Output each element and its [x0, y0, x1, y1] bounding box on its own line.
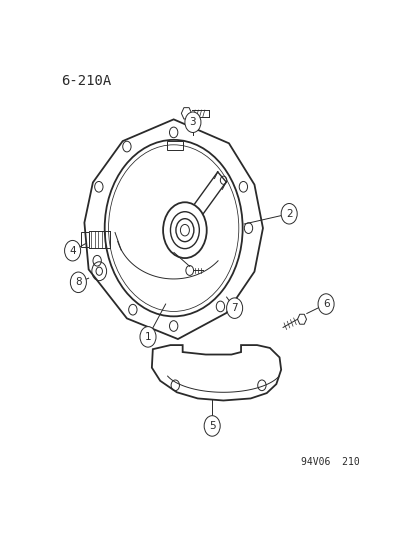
Text: 6: 6 — [322, 299, 329, 309]
Circle shape — [280, 204, 297, 224]
Text: 5: 5 — [208, 421, 215, 431]
Text: 6-210A: 6-210A — [61, 74, 112, 88]
Text: 2: 2 — [285, 209, 292, 219]
Circle shape — [70, 272, 86, 293]
Text: 7: 7 — [231, 303, 237, 313]
Circle shape — [185, 112, 200, 133]
Circle shape — [64, 240, 81, 261]
Circle shape — [317, 294, 333, 314]
Text: 94V06  210: 94V06 210 — [300, 457, 359, 467]
Circle shape — [140, 327, 156, 347]
Text: 8: 8 — [75, 277, 81, 287]
Text: 1: 1 — [144, 332, 151, 342]
Circle shape — [204, 416, 220, 436]
Text: 3: 3 — [189, 117, 196, 127]
Circle shape — [226, 298, 242, 318]
Text: 4: 4 — [69, 246, 76, 256]
